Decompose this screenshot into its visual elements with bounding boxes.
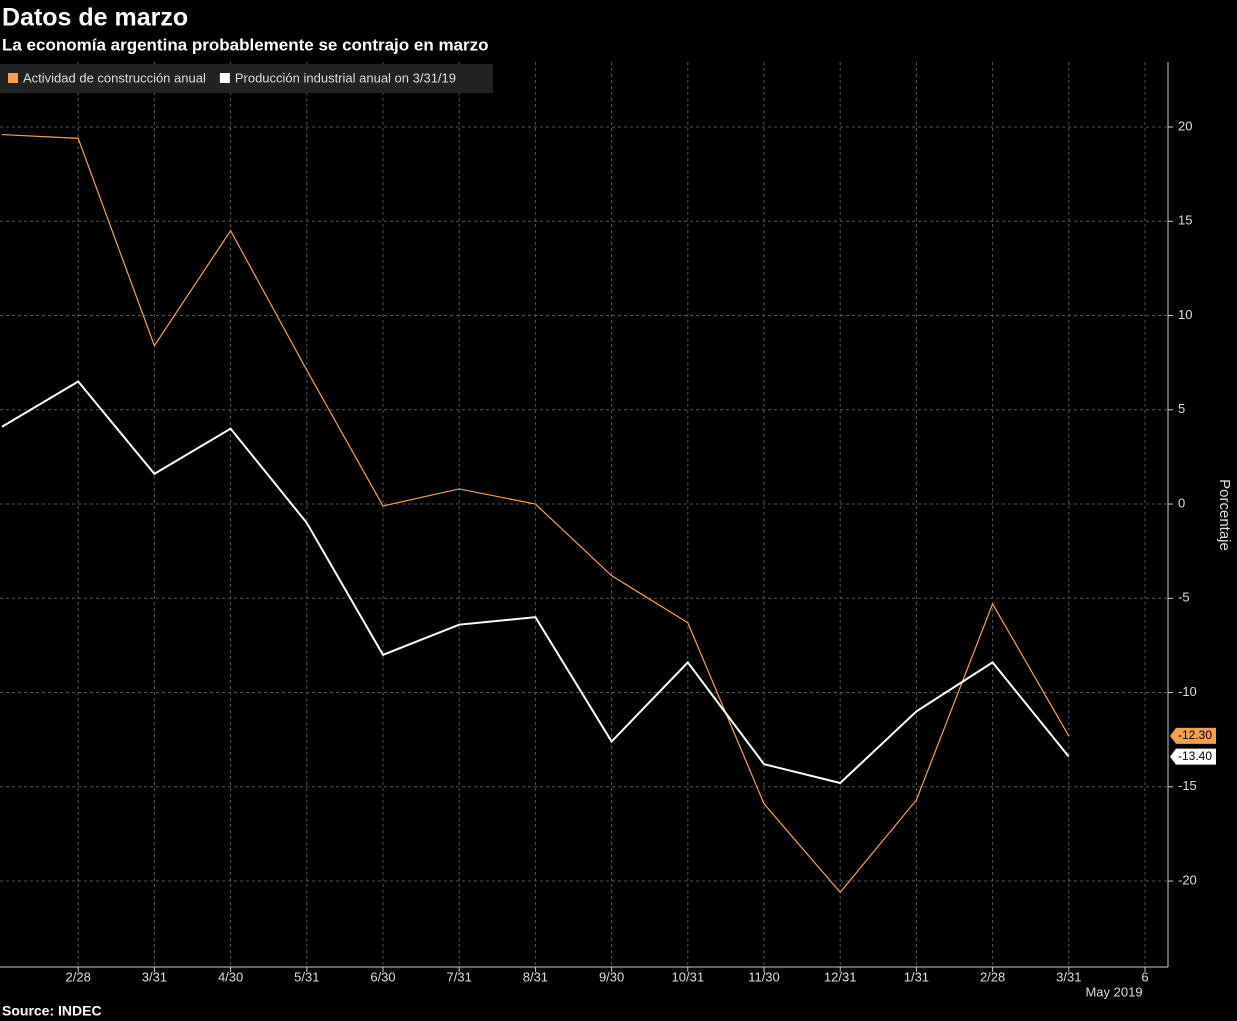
y-tick-label: 15 (1178, 213, 1192, 228)
x-tick-label: 11/30 (748, 969, 780, 984)
x-tick-label: 7/31 (447, 969, 472, 984)
legend-swatch (8, 73, 18, 83)
y-tick-label: 0 (1178, 495, 1185, 510)
x-tick-label: 1/31 (904, 969, 929, 984)
legend-box (0, 64, 493, 93)
x-tick-label: 4/30 (218, 969, 243, 984)
value-label-box (1170, 727, 1216, 744)
series-line (1, 133, 1070, 894)
x-tick-label: 12/31 (824, 969, 857, 984)
x-tick-label: 8/31 (523, 969, 548, 984)
y-tick-label: -15 (1178, 778, 1197, 793)
y-tick-label: 10 (1178, 307, 1192, 322)
x-tick-label: 3/31 (1056, 969, 1081, 984)
series-line (1, 380, 1070, 785)
legend-swatch (219, 73, 230, 83)
x-annotation: May 2019 (1085, 984, 1142, 999)
x-tick-label: 9/30 (599, 969, 624, 984)
x-tick-label: 2/28 (66, 969, 91, 984)
y-tick-label: 20 (1178, 118, 1192, 133)
y-tick-label: -20 (1178, 872, 1197, 887)
y-axis-label: Porcentaje (1216, 479, 1233, 551)
x-tick-label: 6/30 (370, 969, 395, 984)
value-label-box (1170, 748, 1216, 765)
y-tick-label: -10 (1178, 684, 1197, 699)
chart-subtitle: La economía argentina probablemente se c… (2, 35, 489, 54)
x-tick-label: 6 (1141, 969, 1148, 984)
x-tick-label: 10/31 (672, 969, 705, 984)
x-tick-label: 3/31 (142, 969, 167, 984)
y-tick-label: 5 (1178, 401, 1185, 416)
source: Source: INDEC (2, 1003, 102, 1019)
x-tick-label: 2/28 (980, 969, 1005, 984)
chart-title: Datos de marzo (2, 4, 188, 32)
value-label: -12.30 (1178, 728, 1212, 742)
x-tick-label: 5/31 (294, 969, 319, 984)
legend-label: Producción industrial anual on 3/31/19 (235, 70, 456, 85)
legend-label: Actividad de construcción anual (23, 70, 206, 85)
y-tick-label: -5 (1178, 590, 1190, 605)
value-label: -13.40 (1178, 749, 1212, 763)
